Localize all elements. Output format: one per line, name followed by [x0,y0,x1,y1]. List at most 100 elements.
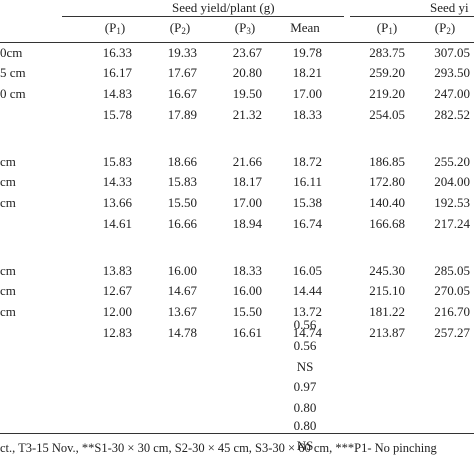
stat-value: 0.80 [293,400,317,415]
table-cell: 14.44 [292,283,322,298]
table-cell: 19.50 [232,86,262,101]
table-cell: 19.33 [167,45,197,60]
table-cell: 16.33 [102,45,132,60]
row-label: cm [0,154,16,169]
table-cell: 16.00 [232,283,262,298]
table-cell: 213.87 [369,325,405,340]
table-cell: 18.72 [292,154,322,169]
table-cell: 215.10 [369,283,405,298]
row-label: cm [0,304,16,319]
stat-value: NS [296,438,314,453]
table-cell: 16.74 [292,216,322,231]
col-header-p2: (P2) [169,20,191,36]
group1-top-rule [62,16,344,17]
table-cell: 20.80 [232,65,262,80]
table-cell: 16.61 [232,325,262,340]
footnote-rule [0,433,474,434]
table-cell: 285.05 [434,263,470,278]
row-label: cm [0,174,16,189]
table-cell: 172.80 [369,174,405,189]
header-bottom-rule [0,42,474,43]
table-cell: 282.52 [434,107,470,122]
table-cell: 21.66 [232,154,262,169]
table-cell: 293.50 [434,65,470,80]
footnote: ct., T3-15 Nov., **S1-30 × 30 cm, S2-30 … [0,441,437,455]
group2-top-rule [350,16,474,17]
table-cell: 12.67 [102,283,132,298]
table-cell: 17.00 [232,195,262,210]
table-cell: 15.50 [167,195,197,210]
row-label: 0 cm [0,86,26,101]
table-cell: 217.24 [434,216,470,231]
table-cell: 15.50 [232,304,262,319]
table-cell: 18.33 [232,263,262,278]
table-cell: 18.21 [292,65,322,80]
table-cell: 16.05 [292,263,322,278]
table-cell: 14.67 [167,283,197,298]
table-cell: 15.78 [102,107,132,122]
table-cell: 166.68 [369,216,405,231]
table-cell: 254.05 [369,107,405,122]
col-header-p1: (P1) [104,20,126,36]
stat-value: 0.56 [293,338,317,353]
table-cell: 16.66 [167,216,197,231]
table-cell: 270.05 [434,283,470,298]
row-label: cm [0,263,16,278]
table-cell: 192.53 [434,195,470,210]
table-cell: 13.67 [167,304,197,319]
table-cell: 181.22 [369,304,405,319]
table-cell: 140.40 [369,195,405,210]
table-cell: 283.75 [369,45,405,60]
row-label: cm [0,283,16,298]
group2-title: Seed yi [430,0,469,15]
table-cell: 186.85 [369,154,405,169]
table-cell: 245.30 [369,263,405,278]
table-cell: 18.17 [232,174,262,189]
table-cell: 17.00 [292,86,322,101]
group1-title: Seed yield/plant (g) [172,0,275,15]
table-cell: 14.61 [102,216,132,231]
table-cell: 15.83 [167,174,197,189]
table-cell: 15.38 [292,195,322,210]
table-cell: 13.83 [102,263,132,278]
table-cell: 18.33 [292,107,322,122]
col-header-p1-b: (P1) [376,20,398,36]
table-cell: 219.20 [369,86,405,101]
table-cell: 15.83 [102,154,132,169]
table-cell: 16.00 [167,263,197,278]
row-label: cm [0,195,16,210]
table-cell: 14.74 [292,325,322,340]
table-cell: 14.33 [102,174,132,189]
table-cell: 259.20 [369,65,405,80]
table-cell: 19.78 [292,45,322,60]
table-cell: 12.00 [102,304,132,319]
table-cell: 16.67 [167,86,197,101]
table-cell: 14.83 [102,86,132,101]
table-cell: 13.72 [292,304,322,319]
table-cell: 204.00 [434,174,470,189]
table-cell: 307.05 [434,45,470,60]
table-cell: 18.94 [232,216,262,231]
row-label: 0cm [0,45,23,60]
col-header-p2-b: (P2) [434,20,456,36]
table-cell: 16.17 [102,65,132,80]
row-label: 5 cm [0,65,26,80]
stat-value: NS [296,359,314,374]
stat-value: 0.80 [293,418,317,433]
col-header-p3: (P3) [234,20,256,36]
table-cell: 21.32 [232,107,262,122]
table-cell: 23.67 [232,45,262,60]
table-cell: 255.20 [434,154,470,169]
table-cell: 17.89 [167,107,197,122]
table-cell: 16.11 [293,174,322,189]
stat-value: 0.97 [293,379,317,394]
table-cell: 18.66 [167,154,197,169]
table-cell: 216.70 [434,304,470,319]
table-cell: 247.00 [434,86,470,101]
table-cell: 12.83 [102,325,132,340]
table-cell: 14.78 [167,325,197,340]
table-cell: 257.27 [434,325,470,340]
table-cell: 17.67 [167,65,197,80]
col-header-mean: Mean [290,20,320,35]
stat-value: 0.56 [293,317,317,332]
